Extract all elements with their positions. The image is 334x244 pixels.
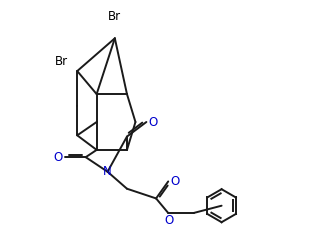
Text: Br: Br [108,10,121,23]
Text: O: O [170,175,180,188]
Text: O: O [165,214,174,227]
Text: O: O [54,151,63,164]
Text: O: O [149,115,158,129]
Text: N: N [103,165,112,178]
Text: Br: Br [55,55,68,68]
